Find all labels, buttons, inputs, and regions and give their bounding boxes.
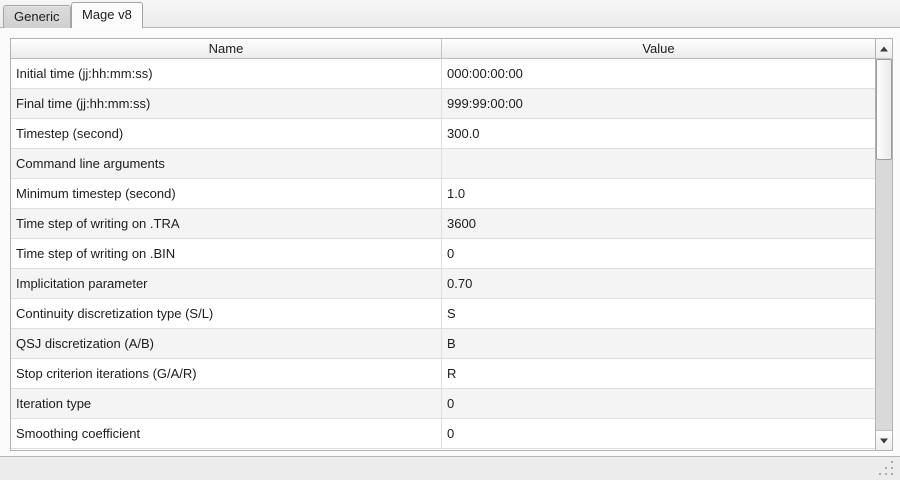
table-row[interactable]: Time step of writing on .TRA 3600 <box>11 209 875 239</box>
param-name-cell: QSJ discretization (A/B) <box>11 329 442 358</box>
param-name-cell: Implicitation parameter <box>11 269 442 298</box>
param-name-cell: Command line arguments <box>11 149 442 178</box>
scroll-down-icon <box>880 438 888 443</box>
param-value-cell[interactable]: 0 <box>447 426 455 441</box>
param-value-cell[interactable]: 1.0 <box>447 186 466 201</box>
table-row[interactable]: Initial time (jj:hh:mm:ss) 000:00:00:00 <box>11 59 875 89</box>
scroll-down-button[interactable] <box>876 430 892 450</box>
column-header-value[interactable]: Value <box>442 39 875 59</box>
param-value-cell[interactable]: 0 <box>447 246 455 261</box>
table-row[interactable]: QSJ discretization (A/B) B <box>11 329 875 359</box>
window-resize-grip[interactable] <box>891 461 893 463</box>
tab-generic[interactable]: Generic <box>3 5 71 28</box>
vertical-scrollbar[interactable] <box>875 39 892 450</box>
table-body: Initial time (jj:hh:mm:ss) 000:00:00:00 … <box>11 59 875 450</box>
table-row[interactable]: Continuity discretization type (S/L) S <box>11 299 875 329</box>
scroll-up-button[interactable] <box>876 39 892 59</box>
table-row[interactable]: Command line arguments <box>11 149 875 179</box>
param-name-cell: Iteration type <box>11 389 442 418</box>
table-header-row: Name Value <box>11 39 875 59</box>
param-value-cell[interactable]: B <box>447 336 456 351</box>
param-name-cell: Final time (jj:hh:mm:ss) <box>11 89 442 118</box>
scrollbar-thumb[interactable] <box>876 59 892 160</box>
param-name-cell: Time step of writing on .BIN <box>11 239 442 268</box>
param-name-cell: Continuity discretization type (S/L) <box>11 299 442 328</box>
param-value-cell[interactable]: 0.70 <box>447 276 473 291</box>
param-name-cell: Minimum timestep (second) <box>11 179 442 208</box>
table-row[interactable]: Time step of writing on .BIN 0 <box>11 239 875 269</box>
param-value-cell[interactable]: 0 <box>447 396 455 411</box>
table-main-area: Name Value Initial time (jj:hh:mm:ss) 00… <box>11 39 875 450</box>
tab-mage-v8-label: Mage v8 <box>82 7 132 22</box>
param-value-cell[interactable]: S <box>447 306 456 321</box>
scrollbar-track[interactable] <box>876 59 892 430</box>
param-name-cell: Initial time (jj:hh:mm:ss) <box>11 59 442 88</box>
param-name-cell: Time step of writing on .TRA <box>11 209 442 238</box>
param-name-cell: Stop criterion iterations (G/A/R) <box>11 359 442 388</box>
table-row[interactable]: Stop criterion iterations (G/A/R) R <box>11 359 875 389</box>
tab-generic-label: Generic <box>14 9 60 24</box>
tab-panel: Name Value Initial time (jj:hh:mm:ss) 00… <box>0 28 900 457</box>
table-row[interactable]: Iteration type 0 <box>11 389 875 419</box>
param-name-cell: Timestep (second) <box>11 119 442 148</box>
table-row[interactable]: Smoothing coefficient 0 <box>11 419 875 449</box>
param-name-cell: Smoothing coefficient <box>11 419 442 448</box>
parameters-table: Name Value Initial time (jj:hh:mm:ss) 00… <box>10 38 893 451</box>
param-value-cell[interactable]: R <box>447 366 457 381</box>
scroll-up-icon <box>880 46 888 51</box>
param-value-cell[interactable] <box>442 149 875 178</box>
param-value-cell[interactable]: 999:99:00:00 <box>447 96 523 111</box>
param-value-cell[interactable]: 300.0 <box>447 126 480 141</box>
column-header-name[interactable]: Name <box>11 39 442 59</box>
tab-bar: Generic Mage v8 <box>0 0 900 29</box>
tab-mage-v8[interactable]: Mage v8 <box>71 2 143 29</box>
table-row[interactable]: Minimum timestep (second) 1.0 <box>11 179 875 209</box>
table-row[interactable]: Final time (jj:hh:mm:ss) 999:99:00:00 <box>11 89 875 119</box>
table-row[interactable]: Implicitation parameter 0.70 <box>11 269 875 299</box>
param-value-cell[interactable]: 3600 <box>447 216 476 231</box>
param-value-cell[interactable]: 000:00:00:00 <box>447 66 523 81</box>
table-row[interactable]: Timestep (second) 300.0 <box>11 119 875 149</box>
